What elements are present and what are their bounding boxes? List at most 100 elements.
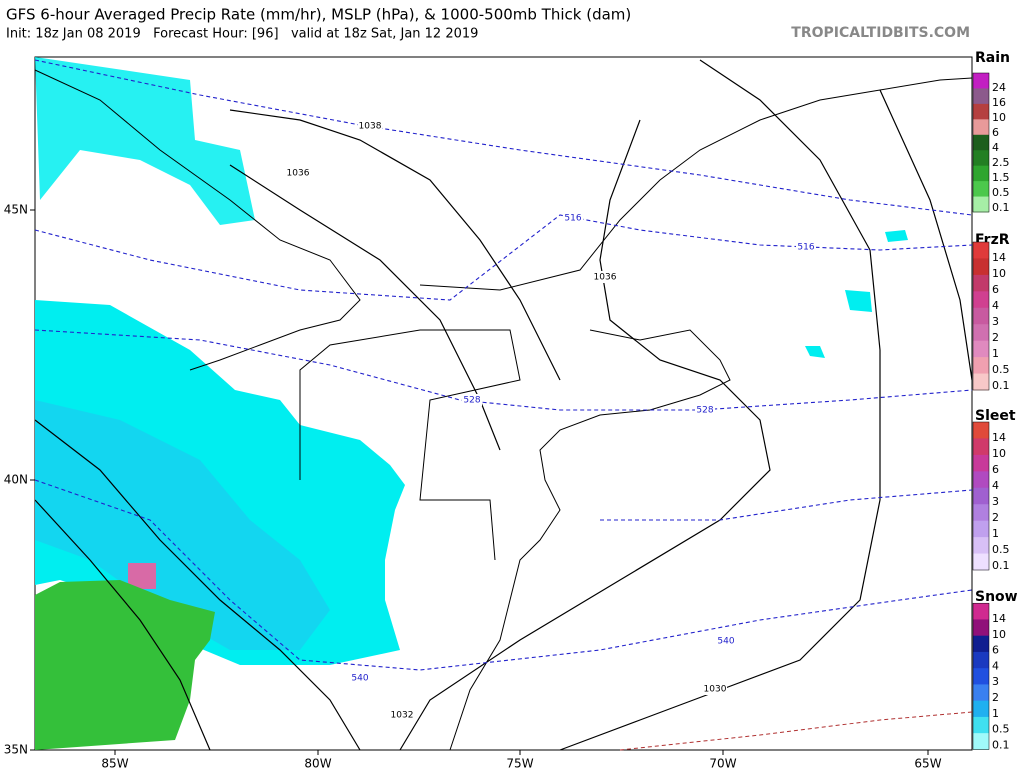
- legend-label: 6: [992, 463, 999, 476]
- isobar-label: 1038: [359, 122, 382, 132]
- coastlines: [34, 69, 973, 751]
- legend-swatch: [973, 471, 989, 489]
- legend-swatch: [973, 357, 989, 375]
- legend-label: 0.5: [992, 363, 1010, 376]
- legend-label: 0.1: [992, 559, 1010, 572]
- legend-title: Snow: [975, 589, 1018, 605]
- contour-label-bg: [703, 683, 727, 695]
- thickness-label: 528: [463, 396, 480, 406]
- legend-label: 10: [992, 267, 1006, 280]
- isobars: [34, 59, 973, 751]
- legend-swatch: [973, 553, 989, 571]
- legend-label: 4: [992, 479, 999, 492]
- legend-label: 10: [992, 111, 1006, 124]
- legend-title: Rain: [975, 50, 1010, 66]
- contour-label-bg: [390, 709, 414, 721]
- legend-label: 14: [992, 431, 1006, 444]
- legend-label: 14: [992, 612, 1006, 625]
- contour-label-bg: [358, 120, 382, 132]
- legend-swatch: [973, 700, 989, 718]
- legend-label: 4: [992, 141, 999, 154]
- legend-swatch: [973, 733, 989, 750]
- legend-swatch: [973, 274, 989, 292]
- legend-swatch: [973, 181, 989, 198]
- precip-rain: [35, 580, 215, 750]
- lon-label: 70W: [709, 757, 736, 771]
- legend-label: 0.1: [992, 201, 1010, 214]
- legend-label: 6: [992, 126, 999, 139]
- contour-label-bg: [563, 212, 583, 224]
- legend-frame: [972, 602, 990, 750]
- legend-swatch: [973, 196, 989, 213]
- legend-label: 0.5: [992, 186, 1010, 199]
- legend-label: 6: [992, 644, 999, 657]
- isobar-label: 1032: [391, 711, 414, 721]
- thickness-label: 540: [717, 637, 734, 647]
- thickness-label: 516: [797, 243, 814, 253]
- legend-swatch: [973, 603, 989, 620]
- legend-swatch: [973, 324, 989, 342]
- legend-label: 2.5: [992, 156, 1010, 169]
- lat-label: 40N: [4, 473, 28, 487]
- lon-label: 65W: [914, 757, 941, 771]
- legend-swatch: [973, 134, 989, 151]
- legend-swatch: [973, 307, 989, 325]
- legend-label: 2: [992, 331, 999, 344]
- thickness-label: 516: [564, 214, 581, 224]
- legend-swatch: [973, 619, 989, 637]
- legend-swatch: [973, 165, 989, 182]
- legend-label: 10: [992, 628, 1006, 641]
- legend-swatch: [973, 258, 989, 276]
- legend-swatch: [973, 150, 989, 167]
- legend-label: 3: [992, 495, 999, 508]
- legend-swatch: [973, 103, 989, 120]
- legend-frame: [972, 241, 990, 391]
- legend-label: 3: [992, 675, 999, 688]
- legend-swatch: [973, 651, 989, 669]
- isobar-label: 1030: [704, 685, 727, 695]
- lat-label: 35N: [4, 743, 28, 757]
- isobar-label: 1036: [287, 169, 310, 179]
- legend-swatch: [973, 73, 989, 89]
- contour-label-bg: [286, 167, 310, 179]
- lon-label: 85W: [101, 757, 128, 771]
- freezing-line: [619, 711, 973, 751]
- legend-swatch: [973, 422, 989, 439]
- legend-label: 1: [992, 707, 999, 720]
- legend-label: 2: [992, 511, 999, 524]
- precip-snow-north: [35, 57, 255, 225]
- legend-swatch: [973, 454, 989, 472]
- legend-label: 0.5: [992, 543, 1010, 556]
- legend-swatch: [973, 438, 989, 456]
- legend-label: 1.5: [992, 171, 1010, 184]
- contour-label-bg: [350, 672, 370, 684]
- legend-swatch: [973, 504, 989, 522]
- title: GFS 6-hour Averaged Precip Rate (mm/hr),…: [6, 6, 631, 24]
- legend-swatch: [973, 635, 989, 653]
- legend-label: 6: [992, 283, 999, 296]
- legend-label: 14: [992, 251, 1006, 264]
- legend-swatch: [973, 684, 989, 702]
- legend-label: 10: [992, 447, 1006, 460]
- legend-swatch: [973, 373, 989, 391]
- legend-swatch: [973, 291, 989, 309]
- legend-swatch: [973, 88, 989, 105]
- legend-label: 0.1: [992, 738, 1010, 751]
- precip-snow-heavy: [35, 400, 330, 650]
- legend-label: 1: [992, 347, 999, 360]
- contour-label-bg: [695, 404, 715, 416]
- legend-swatch: [973, 340, 989, 358]
- legend-frame: [972, 421, 990, 571]
- thickness-lines: [34, 59, 973, 671]
- legend-swatch: [973, 242, 989, 259]
- legend-label: 3: [992, 315, 999, 328]
- contour-label-bg: [593, 271, 617, 283]
- legend-swatch: [973, 520, 989, 538]
- legend-label: 16: [992, 96, 1006, 109]
- legend-swatch: [973, 119, 989, 136]
- thickness-label: 528: [696, 406, 713, 416]
- legend-label: 4: [992, 659, 999, 672]
- legend-frame: [972, 72, 990, 213]
